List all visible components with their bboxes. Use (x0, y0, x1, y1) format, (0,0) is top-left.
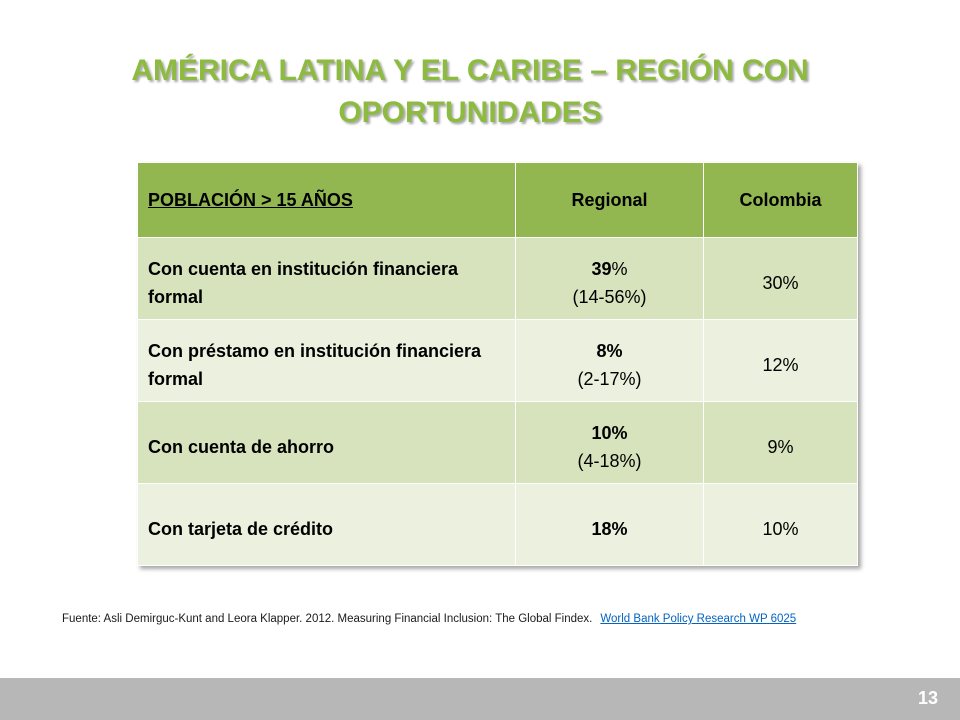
page-number: 13 (917, 688, 938, 708)
regional-cell: 8% (2-17%) (515, 319, 704, 402)
regional-range: (2-17%) (577, 368, 642, 389)
inclusion-table: POBLACIÓN > 15 AÑOS Regional Colombia Co… (137, 162, 858, 566)
regional-cell: 18% (515, 483, 704, 566)
regional-range: (4-18%) (577, 450, 642, 471)
row-label: Con cuenta de ahorro (137, 401, 516, 484)
regional-value-line: 10% (516, 419, 703, 447)
table-row: Con préstamo en institución financiera f… (137, 319, 858, 402)
source-text: Fuente: Asli Demirguc-Kunt and Leora Kla… (62, 613, 593, 625)
header-colombia: Colombia (703, 162, 858, 238)
table-row: Con cuenta en institución financiera for… (137, 237, 858, 320)
regional-value-line: 8% (516, 337, 703, 365)
row-label: Con cuenta en institución financiera for… (137, 237, 516, 320)
source-link[interactable]: World Bank Policy Research WP 6025 (600, 613, 797, 625)
table-row: Con tarjeta de crédito 18% 10% (137, 483, 858, 566)
regional-cell: 39% (14-56%) (515, 237, 704, 320)
regional-value: 18% (591, 518, 628, 539)
header-regional: Regional (515, 162, 704, 238)
colombia-value: 9% (703, 401, 858, 484)
source-note: Fuente: Asli Demirguc-Kunt and Leora Kla… (62, 613, 922, 625)
regional-value: 39 (591, 258, 612, 279)
regional-value: 8% (596, 340, 623, 361)
regional-range: (14-56%) (572, 286, 647, 307)
regional-unit: % (611, 258, 628, 279)
title-line-2: OPORTUNIDADES (338, 96, 602, 129)
colombia-value: 12% (703, 319, 858, 402)
regional-cell: 10% (4-18%) (515, 401, 704, 484)
table-header-row: POBLACIÓN > 15 AÑOS Regional Colombia (137, 162, 858, 238)
regional-value-line: 39% (516, 255, 703, 283)
colombia-value: 30% (703, 237, 858, 320)
row-label: Con tarjeta de crédito (137, 483, 516, 566)
header-population: POBLACIÓN > 15 AÑOS (137, 162, 516, 238)
slide-title: AMÉRICA LATINA Y EL CARIBE – REGIÓN CON … (60, 50, 880, 134)
footer-bar: 13 (0, 678, 960, 720)
title-line-1: AMÉRICA LATINA Y EL CARIBE – REGIÓN CON (131, 54, 809, 87)
regional-value-line: 18% (516, 515, 703, 543)
table-row: Con cuenta de ahorro 10% (4-18%) 9% (137, 401, 858, 484)
regional-value: 10% (591, 422, 628, 443)
colombia-value: 10% (703, 483, 858, 566)
row-label: Con préstamo en institución financiera f… (137, 319, 516, 402)
